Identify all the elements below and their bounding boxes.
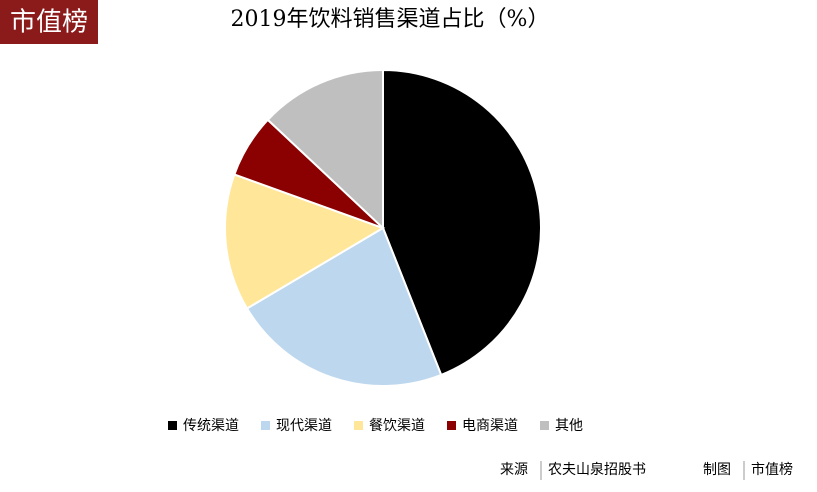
- logo-box: [0, 0, 98, 44]
- pie-slice: [224, 173, 386, 310]
- pie-slice: [382, 68, 542, 377]
- source: 农夫山泉招股书: [548, 461, 646, 478]
- legend-label: 餐饮渠道: [369, 418, 425, 434]
- source-label: 来源: [500, 462, 528, 478]
- legend-swatch: [447, 421, 456, 430]
- legend-swatch: [540, 421, 549, 430]
- legend-swatch: [354, 421, 363, 430]
- made-label: 制图: [703, 462, 731, 478]
- made-by: 市值榜: [751, 461, 793, 478]
- legend-label: 电商渠道: [462, 418, 518, 434]
- pie-slice: [245, 226, 443, 387]
- pie-slice: [266, 68, 384, 231]
- legend-swatch: [168, 421, 177, 430]
- legend-label: 其他: [555, 418, 583, 434]
- legend-swatch: [261, 421, 270, 430]
- logo: 市值榜: [10, 8, 88, 38]
- legend-label: 现代渠道: [276, 418, 332, 434]
- chart-title: 2019年饮料销售渠道占比（%）: [231, 7, 550, 32]
- legend-label: 传统渠道: [183, 418, 239, 434]
